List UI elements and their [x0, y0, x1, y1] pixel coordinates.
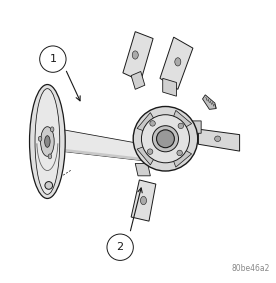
Polygon shape	[131, 180, 156, 221]
Polygon shape	[172, 148, 192, 167]
Polygon shape	[131, 72, 145, 89]
Ellipse shape	[156, 130, 174, 148]
Ellipse shape	[48, 154, 52, 159]
Ellipse shape	[50, 127, 54, 132]
Polygon shape	[198, 129, 240, 151]
Circle shape	[107, 234, 133, 260]
Text: 2: 2	[116, 242, 124, 252]
Ellipse shape	[147, 149, 153, 155]
Ellipse shape	[30, 85, 65, 198]
Polygon shape	[160, 37, 193, 89]
Polygon shape	[123, 32, 153, 81]
Polygon shape	[163, 78, 176, 96]
Ellipse shape	[150, 121, 155, 126]
Polygon shape	[137, 113, 156, 132]
Ellipse shape	[141, 115, 190, 163]
Ellipse shape	[152, 126, 179, 152]
Polygon shape	[203, 95, 216, 109]
Text: 1: 1	[49, 54, 56, 64]
Ellipse shape	[41, 127, 54, 156]
Polygon shape	[192, 121, 201, 133]
Polygon shape	[137, 145, 156, 165]
Polygon shape	[60, 129, 144, 161]
Ellipse shape	[132, 51, 138, 59]
Ellipse shape	[35, 89, 60, 194]
Ellipse shape	[140, 196, 147, 205]
Ellipse shape	[215, 136, 221, 142]
Ellipse shape	[38, 136, 42, 141]
Circle shape	[40, 46, 66, 72]
Ellipse shape	[133, 106, 198, 171]
Polygon shape	[172, 110, 192, 129]
Ellipse shape	[178, 123, 184, 128]
Ellipse shape	[175, 58, 181, 66]
Polygon shape	[60, 148, 144, 161]
Text: 80be46a2: 80be46a2	[232, 264, 270, 273]
Polygon shape	[135, 164, 150, 176]
Ellipse shape	[45, 182, 53, 189]
Ellipse shape	[45, 136, 50, 147]
Ellipse shape	[177, 150, 182, 156]
